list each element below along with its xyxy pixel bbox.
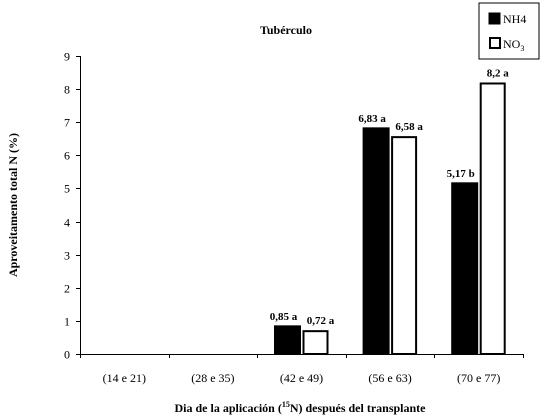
data-labels: 0,85 a 6,83 a 5,17 b 0,72 a 6,58 a 8,2 a (270, 67, 509, 327)
y-ticks: 0 1 2 3 4 5 6 7 8 9 (64, 50, 80, 362)
bar-nh4 (274, 325, 301, 355)
x-axis-title: Dia de la aplicación (15N) después del t… (174, 400, 426, 415)
legend-box (478, 2, 540, 60)
y-tick-label: 9 (64, 50, 70, 64)
x-axis-title-sup: 15 (282, 400, 290, 409)
y-tick-label: 1 (64, 315, 70, 329)
chart-title: Tubérculo (260, 23, 312, 37)
x-tick-label: (28 e 35) (191, 371, 234, 385)
x-tick-label: (42 e 49) (280, 371, 323, 385)
x-tick-label: (70 e 77) (457, 371, 500, 385)
x-tick-label: (14 e 21) (103, 371, 146, 385)
data-label: 5,17 b (447, 168, 475, 180)
x-axis-title-mid: N) después del transplante (290, 401, 426, 415)
y-axis-title: Aproveitamento total N (%) (6, 133, 20, 277)
legend-label-no3: NO3 (503, 37, 524, 53)
bars (274, 82, 506, 356)
y-tick-label: 0 (64, 348, 70, 362)
bar-no3 (479, 82, 506, 355)
y-tick-label: 2 (64, 282, 70, 296)
data-label: 0,72 a (307, 315, 335, 327)
bar-nh4 (362, 127, 390, 355)
legend-label-nh4: NH4 (503, 12, 526, 26)
data-label: 0,85 a (270, 311, 298, 323)
legend: NH4 NO3 (478, 2, 540, 60)
y-tick-label: 7 (64, 116, 70, 130)
y-tick-label: 8 (64, 83, 70, 97)
bar-no3 (391, 136, 418, 355)
y-tick-label: 5 (64, 182, 70, 196)
bar-no3 (302, 330, 329, 356)
legend-swatch-no3 (489, 37, 501, 49)
y-tick-label: 4 (64, 216, 70, 230)
bar-nh4 (451, 182, 479, 355)
data-label: 6,58 a (395, 121, 423, 133)
y-tick-label: 3 (64, 249, 70, 263)
x-ticks: (14 e 21) (28 e 35) (42 e 49) (56 e 63) (70 … (80, 354, 524, 385)
legend-label-no3-sub: 3 (520, 44, 524, 53)
legend-label-no3-base: NO (503, 37, 521, 51)
x-tick-label: (56 e 63) (368, 371, 411, 385)
y-tick-label: 6 (64, 149, 70, 163)
data-label: 6,83 a (358, 113, 386, 125)
legend-swatch-nh4 (488, 12, 501, 25)
x-axis-title-before: Dia de la aplicación ( (174, 401, 281, 415)
data-label: 8,2 a (487, 67, 510, 79)
